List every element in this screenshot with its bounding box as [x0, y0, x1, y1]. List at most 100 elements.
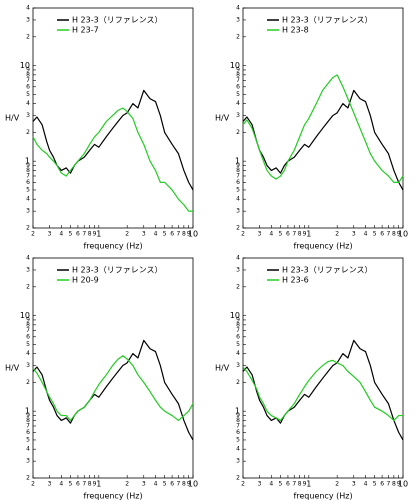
x-tick-label: 5: [69, 231, 73, 238]
series-line: [242, 339, 404, 441]
y-tick-label: 5: [26, 186, 30, 193]
x-tick-label: 2: [335, 231, 339, 238]
y-tick-label: 6: [26, 83, 30, 90]
x-tick-label: 3: [48, 481, 52, 488]
y-tick-label: 3: [26, 16, 30, 23]
y-tick-label: 8: [26, 167, 30, 174]
x-tick-label: 3: [258, 481, 262, 488]
y-tick-label: 5: [236, 186, 240, 193]
y-tick-label: 2: [236, 283, 240, 290]
y-tick-label: 9: [236, 66, 240, 73]
series-line: [32, 89, 194, 191]
y-tick-label: 4: [236, 100, 240, 107]
x-axis-title: frequency (Hz): [83, 492, 142, 501]
x-tick-label: 4: [59, 231, 63, 238]
x-tick-label: 9: [303, 231, 307, 238]
y-tick-label: 6: [236, 83, 240, 90]
series-line: [242, 74, 404, 183]
legend-label: H 23-3（リファレンス）: [282, 16, 373, 25]
y-tick-label: 8: [26, 417, 30, 424]
x-tick-label: 9: [93, 231, 97, 238]
x-tick-label: 9: [397, 231, 401, 238]
y-tick-label: 1: [235, 407, 240, 416]
x-tick-label: 9: [187, 481, 191, 488]
y-tick-label: 6: [26, 179, 30, 186]
y-tick-label: 7: [26, 172, 30, 179]
y-tick-label: 1: [25, 157, 30, 166]
y-tick-label: 3: [236, 266, 240, 273]
y-tick-label: 5: [236, 436, 240, 443]
y-tick-label: 9: [236, 412, 240, 419]
y-tick-label: 2: [236, 379, 240, 386]
plot-frame: [32, 257, 194, 479]
x-tick-label: 2: [335, 481, 339, 488]
x-tick-label: 5: [279, 231, 283, 238]
series-line: [32, 355, 194, 422]
series-line: [242, 89, 404, 191]
x-tick-label: 1: [96, 230, 101, 239]
x-tick-label: 7: [82, 481, 86, 488]
x-tick-label: 2: [31, 231, 35, 238]
x-tick-label: 6: [380, 481, 384, 488]
y-tick-label: 10: [230, 61, 240, 70]
y-tick-label: 4: [26, 100, 30, 107]
legend-label: H 23-8: [282, 26, 309, 35]
y-tick-label: 9: [26, 66, 30, 73]
x-tick-label: 3: [352, 231, 356, 238]
y-tick-label: 5: [236, 91, 240, 98]
y-tick-label: 3: [236, 16, 240, 23]
y-axis-title: H/V: [215, 114, 230, 123]
y-tick-label: 2: [26, 379, 30, 386]
y-tick-label: 3: [26, 112, 30, 119]
legend-label: H 23-3（リファレンス）: [72, 16, 163, 25]
x-tick-label: 4: [59, 481, 63, 488]
x-axis-title: frequency (Hz): [293, 242, 352, 251]
y-axis-title: H/V: [215, 364, 230, 373]
y-axis-title: H/V: [5, 364, 20, 373]
legend-label: H 23-6: [282, 276, 309, 285]
x-tick-label: 5: [373, 481, 377, 488]
x-tick-label: 8: [298, 231, 302, 238]
x-tick-label: 3: [142, 481, 146, 488]
x-tick-label: 7: [82, 231, 86, 238]
x-tick-label: 9: [303, 481, 307, 488]
x-tick-label: 8: [392, 231, 396, 238]
plot-frame: [32, 7, 194, 229]
x-tick-label: 4: [269, 481, 273, 488]
y-tick-label: 4: [26, 446, 30, 453]
x-tick-label: 5: [69, 481, 73, 488]
y-tick-label: 9: [26, 412, 30, 419]
y-tick-label: 3: [236, 112, 240, 119]
y-tick-label: 10: [20, 311, 30, 320]
y-tick-label: 5: [26, 91, 30, 98]
x-tick-label: 7: [176, 231, 180, 238]
y-tick-label: 4: [236, 5, 240, 12]
y-tick-label: 4: [26, 5, 30, 12]
y-tick-label: 2: [26, 283, 30, 290]
x-tick-label: 10: [398, 480, 408, 489]
y-tick-label: 6: [26, 429, 30, 436]
y-tick-label: 8: [236, 321, 240, 328]
x-tick-label: 7: [292, 231, 296, 238]
y-tick-label: 4: [26, 350, 30, 357]
y-tick-label: 4: [236, 196, 240, 203]
x-tick-label: 6: [286, 231, 290, 238]
x-tick-label: 4: [154, 231, 158, 238]
y-axis-title: H/V: [5, 114, 20, 123]
y-tick-label: 4: [26, 196, 30, 203]
x-tick-label: 4: [154, 481, 158, 488]
y-tick-label: 6: [26, 333, 30, 340]
x-tick-label: 10: [398, 230, 408, 239]
series-line: [242, 359, 403, 422]
x-tick-label: 1: [306, 480, 311, 489]
y-tick-label: 1: [235, 157, 240, 166]
legend-label: H 23-7: [72, 26, 99, 35]
x-tick-label: 5: [373, 231, 377, 238]
x-tick-label: 6: [170, 231, 174, 238]
y-tick-label: 7: [236, 327, 240, 334]
x-tick-label: 8: [298, 481, 302, 488]
x-tick-label: 2: [241, 231, 245, 238]
y-tick-label: 2: [236, 475, 240, 482]
y-tick-label: 7: [26, 327, 30, 334]
